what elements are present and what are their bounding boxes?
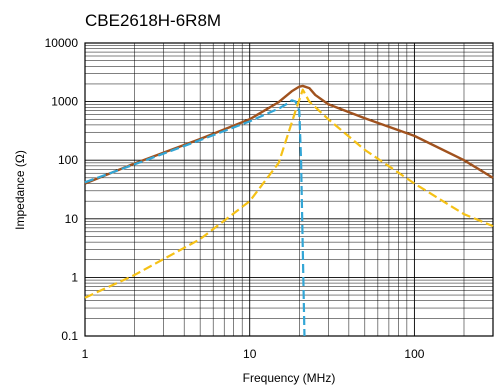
- x-tick-label: 100: [404, 347, 424, 361]
- series-line-1: [84, 84, 494, 185]
- chart-title: CBE2618H-6R8M: [85, 11, 221, 30]
- x-tick-label: 1: [82, 347, 89, 361]
- y-tick-label: 0.1: [61, 329, 78, 343]
- y-tick-label: 100: [58, 153, 78, 167]
- series-line-2: [84, 99, 306, 337]
- y-tick-label: 1: [71, 270, 78, 284]
- x-tick-label: 10: [243, 347, 257, 361]
- plot-frame: [84, 42, 494, 337]
- grid-lines: [84, 42, 494, 337]
- y-tick-label: 10000: [45, 36, 79, 50]
- y-axis-label: Impedance (Ω): [13, 150, 27, 230]
- y-tick-label: 10: [65, 212, 79, 226]
- x-axis-label: Frequency (MHz): [243, 371, 336, 385]
- series-line-3: [84, 88, 494, 299]
- y-tick-labels: 0.1 1 10 100 1000 10000: [45, 36, 79, 343]
- x-tick-labels: 1 10 100: [82, 347, 425, 361]
- y-tick-label: 1000: [51, 95, 78, 109]
- series-layer: [84, 84, 494, 337]
